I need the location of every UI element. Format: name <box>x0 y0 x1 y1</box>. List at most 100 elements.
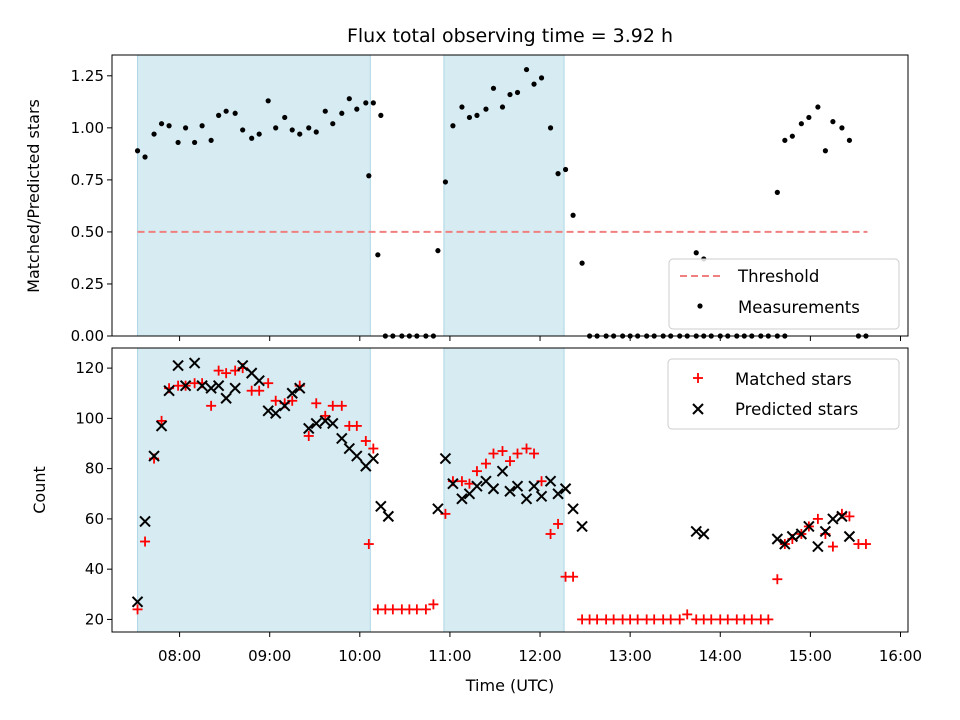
measurement-point <box>547 125 554 131</box>
predicted-star-point <box>220 392 232 404</box>
legend-label-measurements: Measurements <box>738 298 860 317</box>
x-tick-label: 15:00 <box>789 647 832 665</box>
panel-count: 20 40 60 80 100 120 08:00 09:00 10:00 11:00 12:00… <box>30 347 922 695</box>
matched-star-point <box>632 614 643 625</box>
predicted-star-point <box>432 503 444 515</box>
measurement-point <box>579 260 585 266</box>
matched-star-point <box>497 446 508 457</box>
measurement-point <box>507 91 513 98</box>
measurement-point <box>839 125 845 131</box>
measurement-point <box>562 166 569 173</box>
predicted-star-point <box>155 420 168 432</box>
matched-star-point <box>336 400 347 411</box>
y-tick-label: 60 <box>85 510 104 528</box>
observing-window <box>443 54 565 337</box>
predicted-star-point <box>576 520 588 533</box>
matched-star-point <box>772 574 783 585</box>
measurement-point <box>182 125 189 131</box>
measurement-point <box>142 154 148 160</box>
predicted-star-point <box>205 382 217 394</box>
x-axis-label: Time (UTC) <box>465 676 554 695</box>
measurement-point <box>774 189 780 195</box>
matched-star-point <box>693 373 703 383</box>
predicted-star-point <box>771 533 784 545</box>
matched-star-point <box>411 604 422 615</box>
predicted-star-point <box>382 510 395 523</box>
y-ticks-top: 0.00 0.25 0.50 0.75 1.00 1.25 <box>71 67 112 345</box>
measurement-point <box>450 123 456 129</box>
matched-star-point <box>812 513 823 524</box>
predicted-star-point <box>456 493 468 505</box>
matched-star-point <box>706 614 717 625</box>
measurement-point <box>249 135 255 141</box>
predicted-star-point <box>698 528 710 540</box>
measurement-point <box>366 173 372 179</box>
x-ticks-bottom: 08:00 09:00 10:00 11:00 12:00 13:00 14:00 15:00… <box>158 632 922 665</box>
y-tick-label: 1.00 <box>71 119 104 137</box>
measurement-point <box>346 96 352 102</box>
matched-star-point <box>206 400 217 411</box>
measurement-point <box>339 110 345 116</box>
chart-title: Flux total observing time = 3.92 h <box>347 25 673 47</box>
matched-star-point <box>480 458 491 469</box>
measurement-point <box>223 108 229 114</box>
measurement-point <box>442 179 449 185</box>
x-tick-label: 13:00 <box>609 647 652 665</box>
matched-star-point <box>140 536 151 547</box>
matched-star-point <box>844 511 855 522</box>
matched-star-point <box>592 614 603 625</box>
measurement-point <box>363 100 369 106</box>
predicted-star-point <box>303 422 315 435</box>
predicted-star-point <box>269 407 282 420</box>
matched-star-point <box>665 614 676 625</box>
measurement-point <box>846 137 853 143</box>
measurement-point <box>330 121 336 127</box>
predicted-star-point <box>236 359 249 372</box>
matched-star-point <box>529 448 540 459</box>
measurement-point <box>322 108 328 114</box>
observing-window <box>137 54 371 337</box>
matched-star-point <box>270 395 281 406</box>
y-tick-label: 40 <box>85 560 104 578</box>
x-ticks-top <box>179 336 901 341</box>
legend-box <box>667 358 900 430</box>
panel-ratio: 0.00 0.25 0.50 0.75 1.00 1.25 Flux total obse… <box>24 25 909 345</box>
predicted-star-point <box>559 483 572 495</box>
measurement-point <box>435 248 441 254</box>
measurement-point <box>830 119 836 125</box>
x-tick-label: 16:00 <box>879 647 922 665</box>
predicted-star-point <box>528 480 540 492</box>
measurement-point <box>483 106 489 112</box>
measurement-point <box>806 114 812 121</box>
y-tick-label: 20 <box>85 610 104 628</box>
matched-star-point <box>327 400 338 411</box>
observing-window <box>443 347 565 633</box>
measurement-point <box>134 148 141 154</box>
measurement-point <box>240 127 246 133</box>
matched-star-point <box>568 571 579 582</box>
x-tick-label: 10:00 <box>338 647 381 665</box>
matched-star-point <box>512 448 523 459</box>
predicted-star-point <box>552 488 564 500</box>
predicted-star-point <box>836 510 848 523</box>
measurement-point <box>798 121 804 127</box>
matched-star-point <box>649 614 660 625</box>
matched-star-point <box>132 604 143 615</box>
predicted-star-point <box>336 432 348 445</box>
matched-star-point <box>368 443 379 454</box>
y-tick-label: 80 <box>85 460 104 478</box>
measurement-point <box>282 114 288 121</box>
legend-label-threshold: Threshold <box>737 267 819 286</box>
matched-star-point <box>213 365 224 376</box>
predicted-star-point <box>471 480 483 492</box>
measurement-point <box>265 98 271 104</box>
measurement-point <box>490 85 497 91</box>
x-tick-label: 12:00 <box>518 647 561 665</box>
matched-star-point <box>682 609 693 620</box>
matched-star-point <box>674 614 685 625</box>
predicted-star-point <box>131 596 144 608</box>
legend-box <box>668 258 900 330</box>
predicted-star-point <box>294 382 306 394</box>
predicted-star-point <box>262 405 274 417</box>
matched-star-point <box>471 466 482 477</box>
